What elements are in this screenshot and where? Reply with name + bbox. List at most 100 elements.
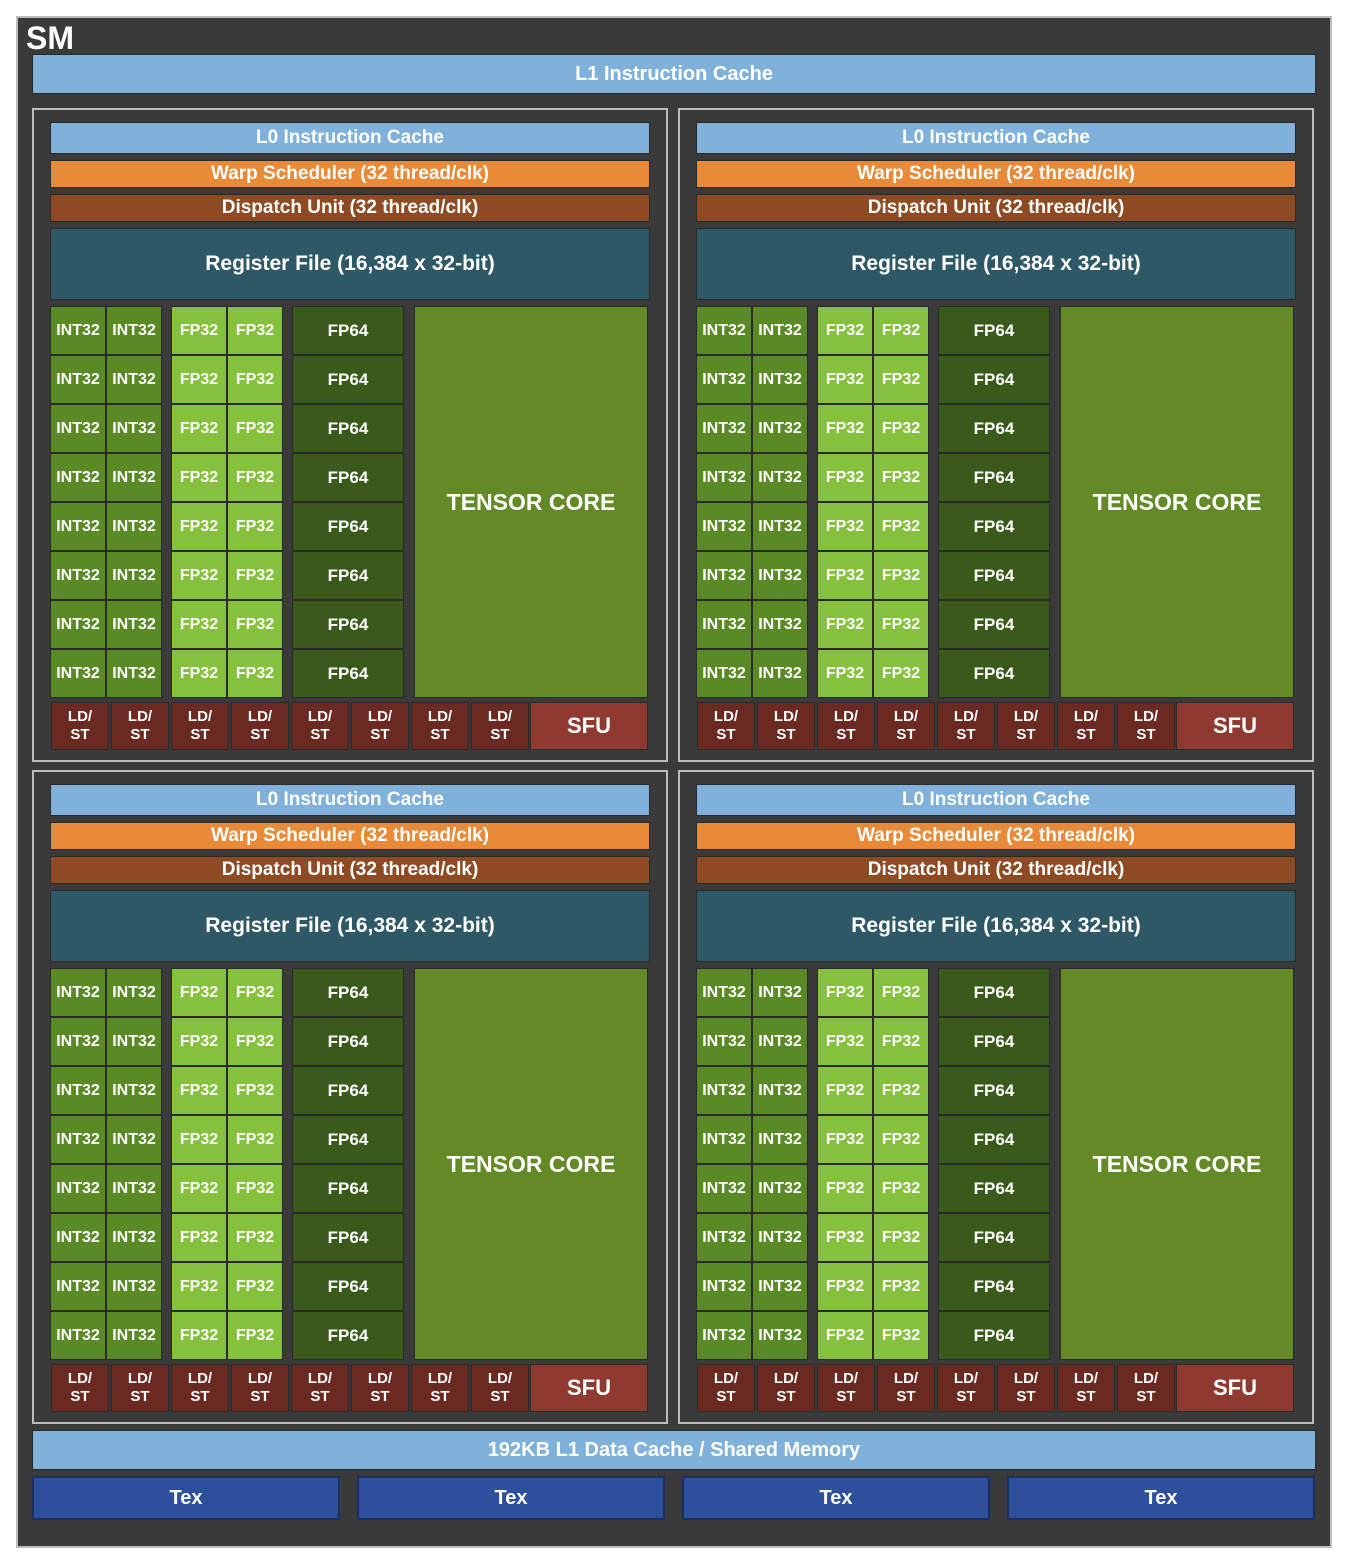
fp32-unit: FP32: [227, 306, 283, 355]
int32-unit: INT32: [50, 1213, 106, 1262]
int32-unit: INT32: [106, 355, 162, 404]
fp32-unit: FP32: [171, 306, 227, 355]
ldst-unit: LD/ST: [757, 702, 815, 750]
ldst-unit: LD/ST: [291, 1364, 349, 1412]
tensor-core: TENSOR CORE: [414, 306, 648, 698]
processing-block: L0 Instruction Cache Warp Scheduler (32 t…: [678, 770, 1314, 1424]
fp32-unit: FP32: [171, 551, 227, 600]
l0-instruction-cache: L0 Instruction Cache: [50, 122, 650, 154]
fp64-unit: FP64: [292, 1115, 404, 1164]
fp32-unit: FP32: [227, 1115, 283, 1164]
ldst-label-bottom: ST: [836, 1388, 856, 1405]
fp64-unit: FP64: [938, 355, 1050, 404]
fp64-unit: FP64: [292, 306, 404, 355]
l0-instruction-cache: L0 Instruction Cache: [696, 122, 1296, 154]
int32-unit: INT32: [50, 1115, 106, 1164]
fp32-unit: FP32: [817, 1066, 873, 1115]
fp32-unit: FP32: [227, 1017, 283, 1066]
int32-unit: INT32: [696, 649, 752, 698]
ldst-unit: LD/ST: [937, 702, 995, 750]
ldst-label-top: LD/: [127, 1370, 153, 1387]
sfu-unit: SFU: [1176, 702, 1294, 750]
register-file: Register File (16,384 x 32-bit): [696, 890, 1296, 962]
fp32-unit: FP32: [227, 404, 283, 453]
fp64-unit: FP64: [938, 1213, 1050, 1262]
ldst-label-top: LD/: [367, 1370, 393, 1387]
ldst-label-bottom: ST: [190, 726, 210, 743]
int32-unit: INT32: [50, 1017, 106, 1066]
ldst-label-bottom: ST: [836, 726, 856, 743]
ldst-label-bottom: ST: [370, 1388, 390, 1405]
fp32-unit: FP32: [873, 600, 929, 649]
fp64-unit: FP64: [938, 1066, 1050, 1115]
ldst-unit: LD/ST: [51, 1364, 109, 1412]
processing-block: L0 Instruction Cache Warp Scheduler (32 t…: [678, 108, 1314, 762]
ldst-label-top: LD/: [247, 1370, 273, 1387]
int32-unit: INT32: [752, 1311, 808, 1360]
int32-unit: INT32: [106, 404, 162, 453]
ldst-label-top: LD/: [833, 1370, 859, 1387]
fp32-unit: FP32: [817, 600, 873, 649]
ldst-label-bottom: ST: [956, 726, 976, 743]
fp32-unit: FP32: [817, 649, 873, 698]
fp32-unit: FP32: [873, 1213, 929, 1262]
fp64-unit: FP64: [938, 1164, 1050, 1213]
processing-block: L0 Instruction Cache Warp Scheduler (32 t…: [32, 770, 668, 1424]
fp64-unit: FP64: [292, 1262, 404, 1311]
ldst-label-top: LD/: [187, 1370, 213, 1387]
fp64-unit: FP64: [938, 968, 1050, 1017]
ldst-label-top: LD/: [247, 708, 273, 725]
ldst-label-bottom: ST: [776, 726, 796, 743]
int32-unit: INT32: [50, 306, 106, 355]
ldst-unit: LD/ST: [51, 702, 109, 750]
int32-unit: INT32: [752, 1066, 808, 1115]
ldst-label-bottom: ST: [1136, 726, 1156, 743]
int32-unit: INT32: [696, 968, 752, 1017]
fp32-unit: FP32: [227, 649, 283, 698]
ldst-label-bottom: ST: [956, 1388, 976, 1405]
ldst-label-top: LD/: [713, 708, 739, 725]
int32-unit: INT32: [106, 453, 162, 502]
dispatch-unit: Dispatch Unit (32 thread/clk): [50, 194, 650, 222]
ldst-label-bottom: ST: [776, 1388, 796, 1405]
fp32-unit: FP32: [171, 404, 227, 453]
int32-unit: INT32: [696, 600, 752, 649]
int32-unit: INT32: [696, 306, 752, 355]
ldst-label-bottom: ST: [1076, 1388, 1096, 1405]
int32-unit: INT32: [752, 1262, 808, 1311]
fp32-unit: FP32: [817, 306, 873, 355]
fp64-unit: FP64: [292, 551, 404, 600]
ldst-label-bottom: ST: [190, 1388, 210, 1405]
ldst-label-top: LD/: [953, 1370, 979, 1387]
ldst-label-top: LD/: [427, 1370, 453, 1387]
ldst-unit: LD/ST: [291, 702, 349, 750]
ldst-unit: LD/ST: [411, 702, 469, 750]
int32-unit: INT32: [106, 1262, 162, 1311]
fp32-unit: FP32: [873, 551, 929, 600]
int32-unit: INT32: [696, 1213, 752, 1262]
ldst-label-top: LD/: [893, 708, 919, 725]
sm-label: SM: [26, 20, 74, 56]
tensor-core: TENSOR CORE: [1060, 968, 1294, 1360]
fp64-unit: FP64: [938, 502, 1050, 551]
ldst-unit: LD/ST: [171, 1364, 229, 1412]
fp32-unit: FP32: [817, 1311, 873, 1360]
ldst-label-bottom: ST: [430, 726, 450, 743]
int32-unit: INT32: [50, 453, 106, 502]
int32-unit: INT32: [696, 502, 752, 551]
warp-scheduler: Warp Scheduler (32 thread/clk): [50, 160, 650, 188]
ldst-unit: LD/ST: [1117, 702, 1175, 750]
ldst-label-top: LD/: [1073, 708, 1099, 725]
ldst-label-bottom: ST: [250, 726, 270, 743]
ldst-label-bottom: ST: [130, 726, 150, 743]
int32-unit: INT32: [696, 453, 752, 502]
ldst-label-top: LD/: [427, 708, 453, 725]
ldst-label-bottom: ST: [130, 1388, 150, 1405]
int32-unit: INT32: [752, 649, 808, 698]
int32-unit: INT32: [50, 1311, 106, 1360]
fp32-unit: FP32: [171, 1262, 227, 1311]
int32-unit: INT32: [752, 453, 808, 502]
fp32-unit: FP32: [817, 404, 873, 453]
int32-unit: INT32: [696, 1115, 752, 1164]
fp32-unit: FP32: [873, 1164, 929, 1213]
